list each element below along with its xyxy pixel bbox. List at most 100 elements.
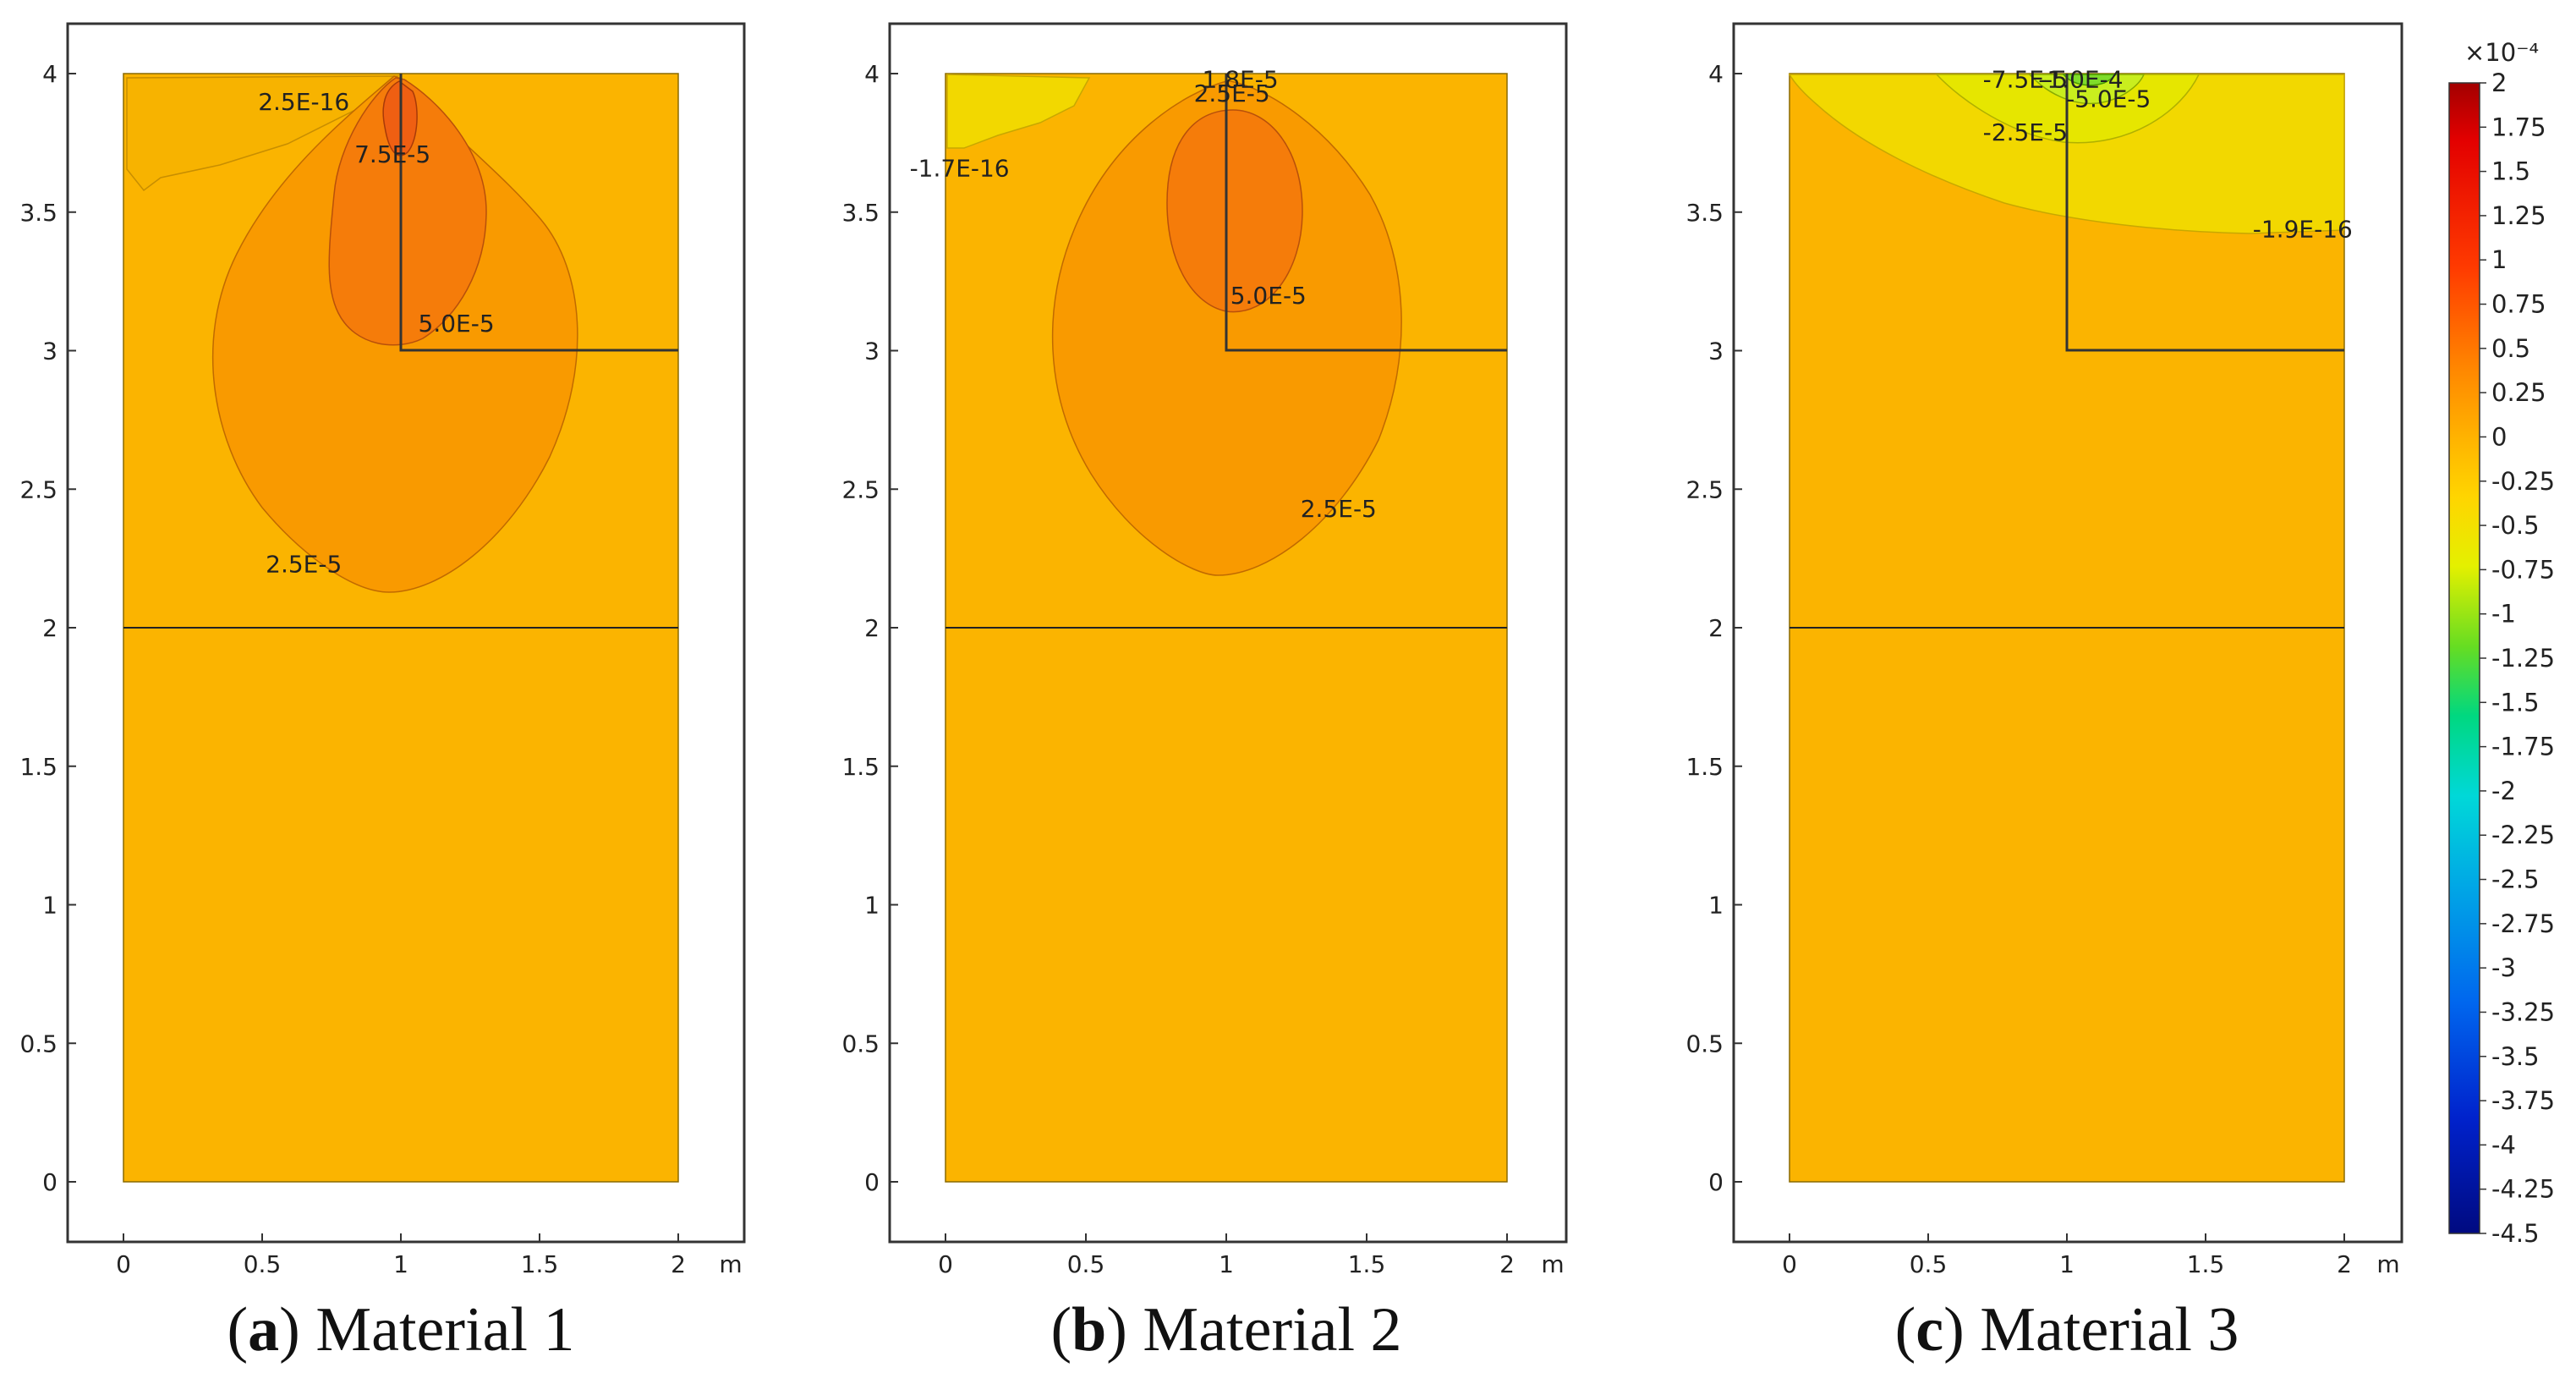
caption-text: Material 2 [1143, 1295, 1401, 1365]
y-tick-label: 3.5 [841, 199, 880, 227]
y-tick-label: 2 [42, 614, 58, 642]
y-tick-label: 0.5 [1685, 1030, 1724, 1057]
colorbar-tick-label: -0.25 [2491, 467, 2555, 496]
panel-b-caption: (b) Material 2 [1050, 1295, 1401, 1365]
colorbar-tick-label: 0.75 [2491, 290, 2546, 319]
colorbar-tick-label: 1 [2491, 245, 2507, 274]
contour-label: -2.5E-5 [1983, 118, 2068, 146]
x-tick-label: 1 [2059, 1250, 2075, 1278]
panel-c-foundation-outline [2065, 74, 2344, 352]
panel-b-negative-region [946, 74, 1091, 149]
panel-b-ticks: 0 0.5 1 1.5 2 m00.511.522.533.54 [841, 60, 1564, 1278]
y-tick-label: 0.5 [19, 1030, 58, 1057]
x-tick-label: 2 [1499, 1250, 1515, 1278]
panel-a-contour-labels: 2.5E-167.5E-5 5.0E-5 2.5E-5 [258, 88, 494, 579]
panel-b-foundation-outline [1225, 74, 1507, 352]
contour-label: -1.0E-4 [2038, 66, 2123, 94]
caption-text: Material 1 [315, 1295, 574, 1365]
y-tick-label: 2.5 [841, 475, 880, 503]
y-tick-label: 3 [864, 338, 880, 365]
colorbar-tick-label: 0.5 [2491, 334, 2530, 363]
y-tick-label: 1 [1708, 892, 1724, 920]
colorbar-tick-label: -0.75 [2491, 555, 2555, 584]
x-tick-label: 0.5 [1910, 1250, 1948, 1278]
x-tick-label: 2 [671, 1250, 686, 1278]
x-tick-label: 1.5 [1348, 1250, 1386, 1278]
contour-label: -1.7E-16 [910, 154, 1010, 182]
x-tick-label: 0 [938, 1250, 953, 1278]
x-axis-unit: m [719, 1250, 742, 1278]
y-tick-label: 1.5 [841, 753, 880, 781]
colorbar: ×10⁻⁴ 2 1.75 1.5 1.25 1 0.75 0.5 0.25 0 -0.25 -0.5… [2448, 38, 2555, 1248]
y-tick-label: 3.5 [19, 199, 58, 227]
y-tick-label: 4 [864, 60, 880, 88]
panel-b-contour-labels: -1.7E-161.8E-52.5E-55.0E-52.5E-5 [910, 66, 1377, 524]
colorbar-exponent-label: ×10⁻⁴ [2464, 38, 2539, 67]
colorbar-tick-label: -3 [2491, 953, 2516, 982]
y-tick-label: 0 [864, 1168, 880, 1196]
colorbar-tick-label: -3.75 [2491, 1086, 2555, 1115]
contour-label: 5.0E-5 [1230, 282, 1307, 310]
colorbar-tick-label: 2 [2491, 69, 2507, 97]
panel-c-caption: (c) Material 3 [1895, 1295, 2239, 1365]
x-axis-unit: m [2376, 1250, 2399, 1278]
x-tick-label: 0.5 [244, 1250, 282, 1278]
y-tick-label: 0 [42, 1168, 58, 1196]
colorbar-labels: 2 1.75 1.5 1.25 1 0.75 0.5 0.25 0 -0.25 -0.5 -0.75 -… [2480, 69, 2555, 1248]
contour-label: 1.8E-5 [1203, 66, 1279, 94]
panel-a-contour-5e-5 [328, 77, 487, 346]
colorbar-tick-label: 1.25 [2491, 201, 2546, 230]
colorbar-tick-label: -1 [2491, 600, 2516, 629]
x-tick-label: 1.5 [521, 1250, 559, 1278]
x-tick-label: 0.5 [1067, 1250, 1105, 1278]
x-tick-label: 1 [1219, 1250, 1234, 1278]
contour-label: 5.0E-5 [419, 310, 495, 338]
y-tick-label: 1 [864, 892, 880, 920]
caption-text: Material 3 [1980, 1295, 2239, 1365]
y-tick-label: 2.5 [19, 475, 58, 503]
contour-label: -5.0E-5 [2066, 85, 2151, 113]
colorbar-tick-label: 0.25 [2491, 378, 2546, 407]
colorbar-tick-label: -3.25 [2491, 997, 2555, 1026]
contour-label: -1.9E-16 [2253, 215, 2353, 243]
panel-c: 0 0.5 1 1.5 2 m00.511.522.533.54 -7.5E-5-1.0E… [1685, 22, 2403, 1365]
panel-a-ticks: 0 0.5 1 1.5 2 m 0 0.5 1 1.5 2 2.5 3 3.5 4 [19, 60, 742, 1278]
y-tick-label: 2 [864, 614, 880, 642]
colorbar-tick-label: 0 [2491, 422, 2507, 451]
y-tick-label: 0 [1708, 1168, 1724, 1196]
x-tick-label: 2 [2337, 1250, 2352, 1278]
caption-letter: a [248, 1295, 279, 1365]
panel-a: 0 0.5 1 1.5 2 m 0 0.5 1 1.5 2 2.5 3 3.5 4 2.5E-167.5E-… [19, 22, 746, 1365]
caption-letter: c [1916, 1295, 1943, 1365]
y-tick-label: 2 [1708, 614, 1724, 642]
colorbar-tick-label: -1.5 [2491, 688, 2540, 717]
panel-c-ticks: 0 0.5 1 1.5 2 m00.511.522.533.54 [1685, 60, 2399, 1278]
caption-letter: b [1072, 1295, 1106, 1365]
colorbar-tick-label: -2 [2491, 777, 2516, 805]
y-tick-label: 0.5 [841, 1030, 880, 1057]
colorbar-tick-label: -2.25 [2491, 821, 2555, 849]
y-tick-label: 3 [1708, 338, 1724, 365]
x-tick-label: 1 [393, 1250, 408, 1278]
contour-label: 2.5E-16 [258, 88, 349, 116]
contour-label: -7.5E-5 [1983, 66, 2068, 94]
colorbar-tick-label: -2.75 [2491, 909, 2555, 938]
colorbar-tick-label: -4.5 [2491, 1219, 2540, 1248]
y-tick-label: 1 [42, 892, 58, 920]
panel-b: 0 0.5 1 1.5 2 m00.511.522.533.54 -1.7E-161.8E… [841, 22, 1568, 1365]
colorbar-tick-label: -1.25 [2491, 644, 2555, 673]
contour-label: 2.5E-5 [1194, 80, 1270, 107]
colorbar-tick-label: -2.5 [2491, 865, 2540, 894]
colorbar-gradient [2448, 82, 2480, 1234]
colorbar-tick-label: 1.75 [2491, 113, 2546, 141]
contour-label: 7.5E-5 [354, 140, 430, 168]
panel-a-caption: (a) Material 1 [227, 1295, 575, 1365]
y-tick-label: 4 [1708, 60, 1724, 88]
colorbar-tick-label: -4.25 [2491, 1175, 2555, 1204]
contour-label: 2.5E-5 [1301, 495, 1377, 523]
x-tick-label: 0 [1782, 1250, 1797, 1278]
colorbar-tick-label: 1.5 [2491, 157, 2530, 186]
colorbar-tick-label: -0.5 [2491, 511, 2540, 540]
panel-c-contour-1e-4 [2062, 74, 2118, 86]
